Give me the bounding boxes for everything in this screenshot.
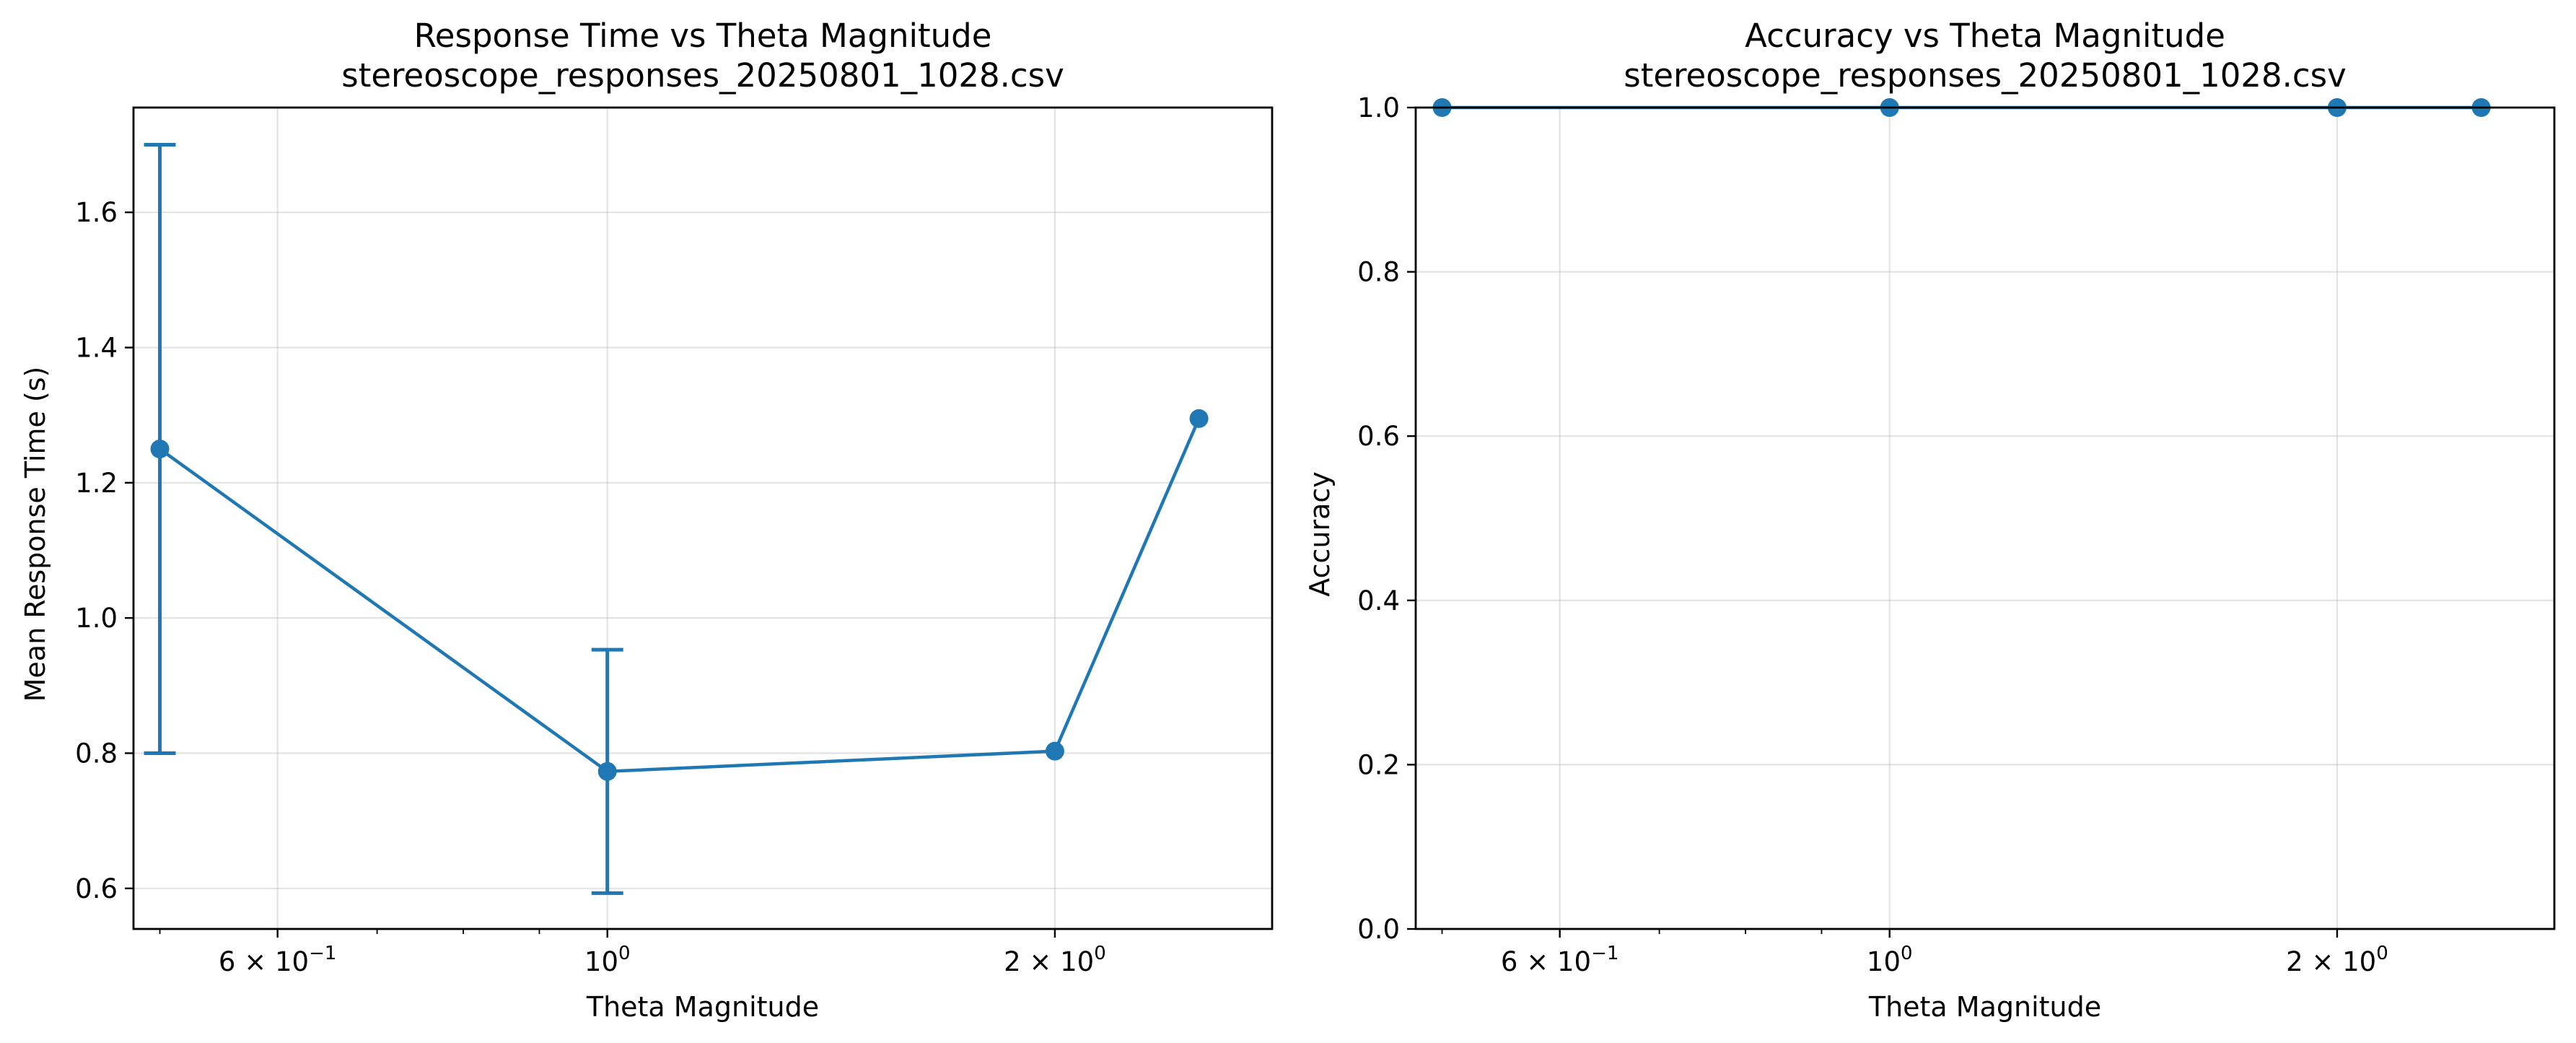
y-tick-label: 0.8	[1357, 257, 1400, 288]
x-tick-label: 2 × 100	[1004, 943, 1106, 977]
y-tick-label: 0.2	[1357, 749, 1400, 780]
y-tick-label: 0.4	[1357, 585, 1400, 616]
chart-title: Accuracy vs Theta Magnitude	[1745, 17, 2225, 55]
grid	[1416, 106, 2554, 930]
y-tick-label: 0.6	[1357, 421, 1400, 452]
x-axis-label: Theta Magnitude	[1868, 991, 2101, 1023]
y-tick-label: 1.0	[75, 603, 118, 634]
x-tick-label: 2 × 100	[2286, 943, 2388, 977]
data-point	[1189, 409, 1209, 428]
response-time-chart: Response Time vs Theta Magnitude stereos…	[19, 17, 1274, 1023]
x-tick-label: 100	[1867, 943, 1913, 977]
x-tick-label: 6 × 10−1	[1501, 943, 1618, 977]
plot-frame	[132, 106, 1274, 930]
grid	[133, 108, 1272, 929]
data-point	[597, 761, 617, 781]
y-tick-label: 0.6	[75, 873, 118, 904]
y-tick-label: 1.2	[75, 468, 118, 499]
data-point	[150, 439, 170, 458]
plot-frame	[1414, 106, 2556, 930]
y-tick-label: 0.8	[75, 738, 118, 769]
chart-subtitle: stereoscope_responses_20250801_1028.csv	[341, 56, 1064, 95]
data-series	[144, 143, 1209, 895]
y-tick-label: 1.6	[75, 197, 118, 228]
x-tick-label: 100	[584, 943, 631, 977]
data-point	[1045, 741, 1064, 761]
y-tick-label: 0.0	[1357, 914, 1400, 945]
accuracy-chart: Accuracy vs Theta Magnitude stereoscope_…	[1304, 17, 2556, 1023]
chart-subtitle: stereoscope_responses_20250801_1028.csv	[1624, 56, 2347, 95]
y-axis-label: Accuracy	[1304, 471, 1336, 597]
y-axis-label: Mean Response Time (s)	[19, 367, 51, 702]
x-tick-label: 6 × 10−1	[219, 943, 336, 977]
y-tick-label: 1.0	[1357, 92, 1400, 123]
x-axis-label: Theta Magnitude	[586, 991, 819, 1023]
series-line	[159, 417, 1201, 774]
chart-title: Response Time vs Theta Magnitude	[414, 17, 992, 55]
y-tick-label: 1.4	[75, 333, 118, 364]
